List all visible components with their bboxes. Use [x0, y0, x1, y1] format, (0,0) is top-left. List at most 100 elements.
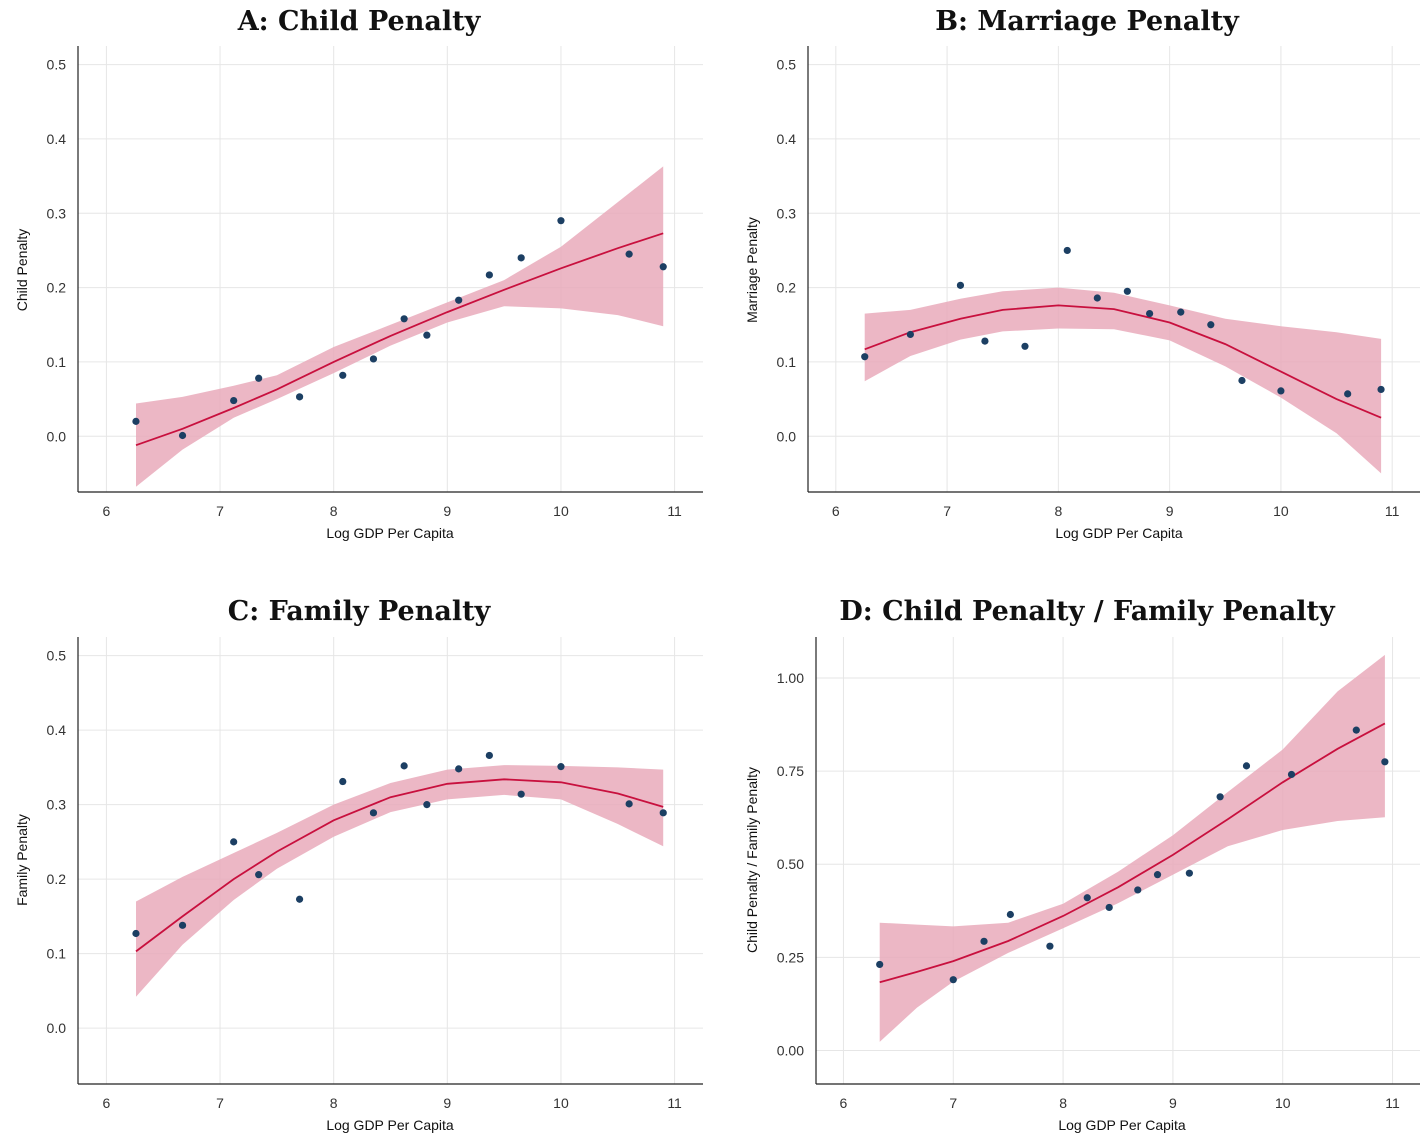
- data-point: [369, 809, 378, 817]
- data-point: [1185, 869, 1193, 877]
- data-point: [1344, 390, 1352, 398]
- data-point: [1377, 385, 1385, 394]
- data-point: [255, 871, 263, 879]
- x-tick-label: 9: [443, 1095, 451, 1111]
- data-point: [949, 976, 957, 984]
- fit-line: [864, 304, 1382, 419]
- data-point: [295, 895, 304, 903]
- x-tick-label: 10: [553, 503, 569, 519]
- x-tick-label: 9: [1169, 1095, 1177, 1111]
- data-point: [625, 250, 633, 258]
- data-point: [1287, 770, 1296, 779]
- confidence-band: [864, 287, 1382, 474]
- data-point: [981, 337, 989, 345]
- data-point: [178, 431, 187, 440]
- data-point: [557, 217, 565, 225]
- y-tick-label: 0.3: [47, 205, 67, 221]
- y-tick-label: 0.2: [47, 871, 67, 887]
- y-axis-label: Child Penalty / Family Penalty: [744, 767, 760, 953]
- y-tick-label: 0.4: [777, 131, 797, 147]
- x-tick-label: 7: [943, 503, 951, 519]
- y-axis-label: Marriage Penalty: [744, 217, 760, 323]
- data-point: [1177, 308, 1185, 316]
- fit-line: [879, 722, 1386, 984]
- y-axis-label: Child Penalty: [14, 229, 30, 312]
- data-point: [876, 960, 884, 969]
- y-tick-label: 0.3: [777, 205, 797, 221]
- y-axis-label: Family Penalty: [14, 814, 30, 906]
- data-point: [485, 271, 493, 279]
- x-tick-label: 7: [216, 1095, 224, 1111]
- data-point: [1381, 758, 1389, 766]
- x-tick-label: 11: [1385, 1095, 1400, 1111]
- confidence-band: [136, 166, 664, 487]
- data-point: [557, 763, 565, 771]
- data-point: [485, 751, 493, 760]
- panel-title: A: Child Penalty: [237, 6, 482, 37]
- x-axis-label: Log GDP Per Capita: [1058, 1117, 1186, 1133]
- data-point: [1006, 910, 1014, 919]
- data-point: [178, 921, 187, 929]
- data-point: [1093, 294, 1101, 302]
- y-tick-label: 0.0: [47, 428, 67, 444]
- x-tick-label: 6: [103, 1095, 111, 1111]
- y-tick-label: 0.00: [777, 1042, 804, 1058]
- data-point: [339, 777, 347, 786]
- y-tick-label: 1.00: [777, 670, 804, 686]
- x-axis-label: Log GDP Per Capita: [1055, 525, 1183, 541]
- x-axis-label: Log GDP Per Capita: [326, 525, 454, 541]
- x-axis-label: Log GDP Per Capita: [326, 1117, 454, 1133]
- data-point: [1123, 287, 1131, 295]
- fit-line: [135, 232, 664, 447]
- data-point: [1046, 942, 1054, 950]
- data-point: [517, 254, 525, 262]
- x-tick-label: 10: [1273, 503, 1289, 519]
- data-point: [1146, 310, 1154, 318]
- data-point: [400, 315, 408, 323]
- data-point: [132, 417, 140, 425]
- y-tick-label: 0.2: [47, 280, 67, 296]
- confidence-band: [879, 654, 1385, 1042]
- y-tick-label: 0.2: [777, 280, 797, 296]
- y-tick-label: 0.4: [47, 722, 67, 738]
- panel-title: C: Family Penalty: [228, 596, 492, 627]
- data-point: [980, 937, 988, 945]
- x-tick-label: 9: [1166, 503, 1174, 519]
- data-point: [906, 330, 914, 339]
- x-tick-label: 9: [443, 503, 451, 519]
- data-point: [1207, 321, 1215, 329]
- data-point: [1134, 886, 1142, 894]
- x-tick-label: 8: [330, 503, 338, 519]
- data-point: [230, 838, 238, 846]
- data-point: [659, 809, 667, 817]
- data-point: [625, 800, 633, 808]
- x-tick-label: 11: [667, 1095, 682, 1111]
- data-point: [455, 296, 463, 304]
- y-tick-label: 0.75: [777, 763, 804, 779]
- data-point: [1277, 387, 1285, 395]
- x-tick-label: 8: [1059, 1095, 1067, 1111]
- x-tick-label: 6: [103, 503, 111, 519]
- data-point: [400, 762, 408, 770]
- x-tick-label: 7: [216, 503, 224, 519]
- panel-title: D: Child Penalty / Family Penalty: [839, 596, 1336, 627]
- panel-c-family-penalty: 6 7 8 9 10 11 0.0 0.1 0.2 0.3 0.4 0.5 C: Family Pen…: [14, 596, 703, 1133]
- data-point: [1238, 376, 1246, 385]
- data-point: [255, 374, 263, 382]
- data-point: [1216, 793, 1224, 801]
- data-point: [1242, 762, 1251, 770]
- data-point: [132, 929, 140, 938]
- confidence-band: [136, 765, 664, 997]
- x-tick-label: 11: [667, 503, 682, 519]
- x-tick-label: 7: [949, 1095, 957, 1111]
- y-tick-label: 0.1: [47, 354, 67, 370]
- data-point: [517, 790, 525, 798]
- data-point: [659, 263, 667, 271]
- data-point: [1063, 246, 1071, 255]
- data-point: [1352, 726, 1360, 734]
- y-tick-label: 0.0: [777, 428, 797, 444]
- y-tick-label: 0.5: [47, 648, 67, 664]
- panel-a-child-penalty: 6 7 8 9 10 11 0.0 0.1 0.2 0.3 0.4 0.5 A: Child Pena…: [14, 6, 703, 541]
- y-tick-label: 0.4: [47, 131, 67, 147]
- panel-d-child-over-family-penalty: 6 7 8 9 10 11 0.00 0.25 0.50 0.75 1.00 D: Child Pe…: [744, 596, 1420, 1133]
